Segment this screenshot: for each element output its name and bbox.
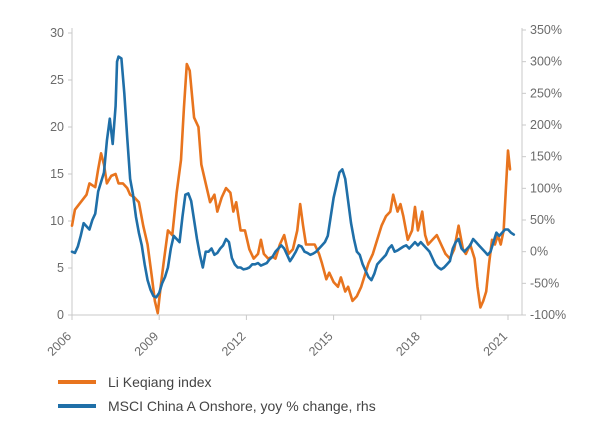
line-chart: 0 5 10 15 20 25 30 -100% -50% 0% 50% 100% 150% 200% 2… <box>45 23 567 359</box>
right-tick-label: 250% <box>530 86 562 100</box>
right-tick-label: 300% <box>530 55 562 69</box>
right-tick-label: 0% <box>530 245 548 259</box>
x-tick-label: 2021 <box>481 329 511 359</box>
left-tick-label: 30 <box>50 26 64 40</box>
legend-item-li-keqiang: Li Keqiang index <box>58 370 376 394</box>
legend: Li Keqiang index MSCI China A Onshore, y… <box>58 370 376 418</box>
left-tick-label: 25 <box>50 73 64 87</box>
left-tick-label: 20 <box>50 120 64 134</box>
legend-item-msci: MSCI China A Onshore, yoy % change, rhs <box>58 394 376 418</box>
right-tick-label: -100% <box>530 308 566 322</box>
right-tick-label: 200% <box>530 118 562 132</box>
x-axis-ticks: 2006 2009 2012 2015 2018 2021 <box>45 315 511 359</box>
series-line-li-keqiang <box>70 62 512 315</box>
right-axis-ticks: -100% -50% 0% 50% 100% 150% 200% 250% 300% 350% <box>522 23 566 322</box>
left-tick-label: 15 <box>50 167 64 181</box>
left-tick-label: 5 <box>57 261 64 275</box>
right-tick-label: 50% <box>530 213 555 227</box>
right-tick-label: 350% <box>530 23 562 37</box>
axes <box>71 28 523 316</box>
legend-label-li-keqiang: Li Keqiang index <box>108 374 212 390</box>
left-tick-label: 10 <box>50 214 64 228</box>
legend-label-msci: MSCI China A Onshore, yoy % change, rhs <box>108 398 376 414</box>
x-tick-label: 2018 <box>393 329 423 359</box>
series-line-msci <box>70 55 516 299</box>
right-tick-label: 150% <box>530 150 562 164</box>
legend-swatch-msci <box>58 404 96 408</box>
right-tick-label: 100% <box>530 181 562 195</box>
x-tick-label: 2012 <box>219 329 249 359</box>
left-tick-label: 0 <box>57 308 64 322</box>
x-tick-label: 2009 <box>132 329 162 359</box>
legend-swatch-li-keqiang <box>58 380 96 384</box>
x-tick-label: 2006 <box>45 329 75 359</box>
x-tick-label: 2015 <box>306 329 336 359</box>
series-lines <box>70 55 516 315</box>
right-tick-label: -50% <box>530 276 559 290</box>
left-axis-ticks: 0 5 10 15 20 25 30 <box>50 26 72 322</box>
